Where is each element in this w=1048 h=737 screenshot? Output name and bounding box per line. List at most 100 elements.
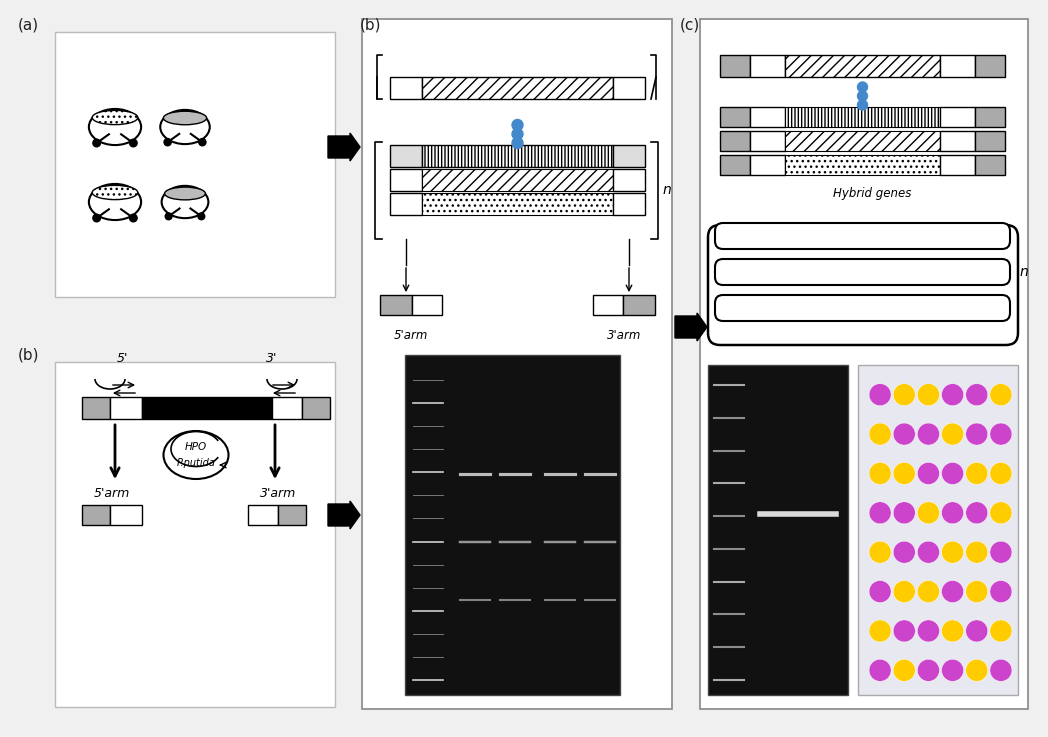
Circle shape [512, 138, 523, 148]
FancyBboxPatch shape [968, 298, 1000, 318]
Circle shape [917, 541, 939, 563]
Text: 3'arm: 3'arm [607, 329, 641, 342]
Text: P.putida: P.putida [176, 458, 216, 468]
Circle shape [893, 462, 915, 484]
Circle shape [165, 139, 171, 146]
Circle shape [893, 541, 915, 563]
FancyBboxPatch shape [613, 77, 645, 99]
Circle shape [990, 620, 1012, 642]
Circle shape [941, 384, 963, 405]
Text: 3': 3' [266, 352, 278, 365]
FancyBboxPatch shape [272, 397, 302, 419]
FancyBboxPatch shape [412, 295, 442, 315]
FancyBboxPatch shape [700, 19, 1028, 709]
Ellipse shape [89, 109, 141, 145]
FancyBboxPatch shape [110, 505, 141, 525]
FancyBboxPatch shape [390, 193, 422, 215]
Circle shape [857, 100, 868, 110]
FancyArrow shape [675, 313, 707, 341]
Circle shape [917, 384, 939, 405]
FancyBboxPatch shape [975, 155, 1005, 175]
Circle shape [130, 139, 137, 147]
Circle shape [869, 660, 891, 681]
Circle shape [917, 620, 939, 642]
Circle shape [893, 660, 915, 681]
FancyBboxPatch shape [422, 169, 613, 191]
Circle shape [917, 423, 939, 445]
Ellipse shape [163, 431, 228, 479]
FancyBboxPatch shape [720, 155, 750, 175]
Circle shape [966, 541, 988, 563]
Circle shape [966, 660, 988, 681]
Circle shape [990, 423, 1012, 445]
FancyBboxPatch shape [715, 295, 1010, 321]
Circle shape [130, 214, 137, 222]
Text: Hybrid genes: Hybrid genes [833, 187, 912, 200]
FancyBboxPatch shape [593, 295, 623, 315]
Circle shape [941, 660, 963, 681]
FancyBboxPatch shape [750, 107, 785, 127]
FancyArrow shape [328, 501, 361, 529]
Text: (a): (a) [18, 17, 39, 32]
Circle shape [869, 384, 891, 405]
Text: 5'arm: 5'arm [94, 487, 130, 500]
FancyBboxPatch shape [975, 55, 1005, 77]
Text: 5': 5' [116, 352, 128, 365]
Circle shape [966, 462, 988, 484]
Circle shape [869, 462, 891, 484]
Text: (b): (b) [18, 347, 40, 362]
FancyBboxPatch shape [725, 298, 757, 318]
Circle shape [893, 581, 915, 603]
Circle shape [966, 502, 988, 524]
FancyBboxPatch shape [968, 262, 1000, 282]
Circle shape [941, 423, 963, 445]
Circle shape [941, 541, 963, 563]
FancyBboxPatch shape [613, 193, 645, 215]
FancyBboxPatch shape [405, 355, 620, 695]
Ellipse shape [163, 111, 206, 125]
Circle shape [893, 502, 915, 524]
Circle shape [869, 581, 891, 603]
FancyBboxPatch shape [785, 107, 940, 127]
Circle shape [199, 139, 206, 146]
Ellipse shape [161, 186, 209, 218]
Circle shape [857, 82, 868, 92]
FancyBboxPatch shape [940, 55, 975, 77]
Circle shape [966, 423, 988, 445]
FancyBboxPatch shape [858, 365, 1018, 695]
Circle shape [893, 384, 915, 405]
Circle shape [893, 620, 915, 642]
Circle shape [869, 541, 891, 563]
Text: n: n [1020, 265, 1029, 279]
FancyBboxPatch shape [757, 298, 970, 318]
FancyBboxPatch shape [720, 131, 750, 151]
Text: n: n [663, 184, 672, 198]
Circle shape [93, 214, 101, 222]
FancyBboxPatch shape [757, 226, 970, 246]
Circle shape [966, 581, 988, 603]
Circle shape [990, 384, 1012, 405]
Circle shape [990, 462, 1012, 484]
Circle shape [93, 139, 101, 147]
FancyBboxPatch shape [390, 77, 422, 99]
FancyBboxPatch shape [302, 397, 330, 419]
FancyBboxPatch shape [750, 55, 785, 77]
FancyBboxPatch shape [110, 397, 141, 419]
Circle shape [869, 620, 891, 642]
Circle shape [966, 384, 988, 405]
FancyBboxPatch shape [82, 505, 110, 525]
FancyBboxPatch shape [725, 226, 757, 246]
Circle shape [917, 581, 939, 603]
FancyBboxPatch shape [725, 262, 757, 282]
FancyBboxPatch shape [54, 362, 335, 707]
Circle shape [990, 502, 1012, 524]
Ellipse shape [92, 186, 137, 200]
Circle shape [917, 660, 939, 681]
FancyBboxPatch shape [975, 131, 1005, 151]
FancyBboxPatch shape [82, 397, 110, 419]
Circle shape [990, 541, 1012, 563]
Circle shape [869, 423, 891, 445]
FancyBboxPatch shape [975, 107, 1005, 127]
FancyBboxPatch shape [940, 131, 975, 151]
Text: HPO: HPO [184, 442, 208, 452]
